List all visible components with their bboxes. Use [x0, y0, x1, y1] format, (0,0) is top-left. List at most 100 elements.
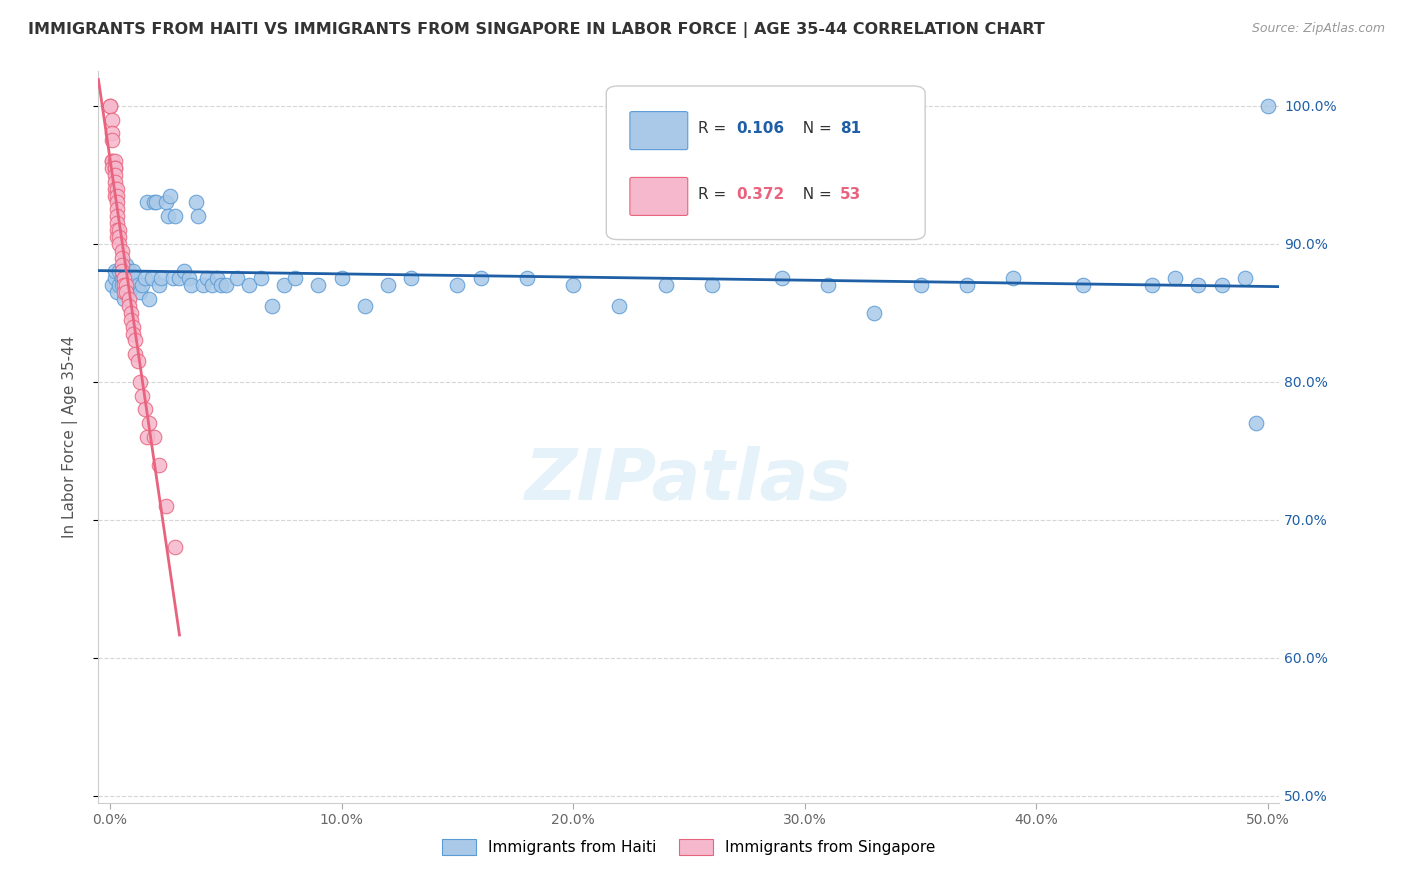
Point: [177, 271, 200, 285]
Point: [115, 285, 138, 300]
Point: [108, 264, 131, 278]
Point: [141, 271, 163, 285]
Point: [104, 188, 127, 202]
Point: [226, 271, 249, 285]
Point: [330, 271, 353, 285]
Point: [134, 271, 156, 285]
Point: [101, 154, 124, 169]
Point: [110, 244, 132, 258]
Point: [143, 195, 166, 210]
Point: [377, 278, 399, 293]
Point: [273, 278, 295, 293]
Point: [108, 236, 131, 251]
Point: [136, 430, 159, 444]
Text: N =: N =: [793, 121, 837, 136]
Point: [117, 292, 139, 306]
Point: [1246, 417, 1268, 431]
Text: R =: R =: [699, 186, 731, 202]
Point: [120, 271, 142, 285]
Point: [191, 278, 214, 293]
Point: [1002, 271, 1025, 285]
FancyBboxPatch shape: [630, 178, 688, 216]
Point: [110, 251, 132, 265]
Point: [516, 271, 538, 285]
Point: [1211, 278, 1233, 293]
Point: [104, 161, 127, 175]
Point: [562, 278, 585, 293]
Point: [120, 278, 142, 293]
Point: [117, 285, 139, 300]
Point: [101, 154, 124, 169]
Point: [108, 230, 131, 244]
Point: [353, 299, 375, 313]
Point: [122, 264, 145, 278]
Point: [143, 430, 166, 444]
Point: [180, 278, 202, 293]
Point: [104, 271, 127, 285]
Point: [205, 271, 228, 285]
Point: [105, 230, 128, 244]
Point: [163, 209, 186, 223]
Point: [145, 195, 167, 210]
Point: [138, 292, 160, 306]
Point: [98, 99, 121, 113]
Point: [307, 278, 329, 293]
Point: [105, 182, 128, 196]
Point: [138, 417, 160, 431]
Point: [470, 271, 492, 285]
Point: [122, 319, 145, 334]
Point: [1233, 271, 1256, 285]
Point: [209, 278, 232, 293]
Point: [105, 216, 128, 230]
Point: [129, 375, 152, 389]
Point: [187, 209, 209, 223]
Point: [115, 278, 138, 293]
Point: [262, 299, 284, 313]
Text: N =: N =: [793, 186, 837, 202]
Point: [112, 271, 135, 285]
Point: [817, 278, 839, 293]
Point: [159, 188, 181, 202]
Point: [149, 271, 172, 285]
Point: [98, 99, 121, 113]
Point: [105, 285, 128, 300]
Point: [105, 223, 128, 237]
Point: [655, 278, 678, 293]
Point: [173, 264, 195, 278]
Point: [112, 285, 135, 300]
Point: [169, 271, 191, 285]
Text: ZIPatlas: ZIPatlas: [526, 447, 852, 516]
Point: [112, 292, 135, 306]
Point: [131, 278, 153, 293]
Point: [104, 168, 127, 182]
Point: [155, 499, 177, 513]
Point: [105, 209, 128, 223]
Point: [101, 278, 124, 293]
Point: [184, 195, 207, 210]
Y-axis label: In Labor Force | Age 35-44: In Labor Force | Age 35-44: [62, 336, 77, 538]
Point: [1071, 278, 1094, 293]
Point: [1187, 278, 1209, 293]
Point: [105, 202, 128, 217]
Point: [104, 161, 127, 175]
Point: [120, 306, 142, 320]
Point: [148, 278, 170, 293]
Point: [110, 264, 132, 278]
Point: [115, 258, 138, 272]
Point: [117, 264, 139, 278]
Point: [105, 195, 128, 210]
Point: [609, 299, 631, 313]
Point: [129, 285, 152, 300]
Point: [131, 389, 153, 403]
Point: [124, 334, 146, 348]
Text: 0.106: 0.106: [737, 121, 785, 136]
Point: [195, 271, 218, 285]
FancyBboxPatch shape: [606, 86, 925, 240]
Point: [249, 271, 271, 285]
Point: [120, 312, 142, 326]
Point: [104, 175, 127, 189]
Point: [127, 354, 149, 368]
Point: [112, 278, 135, 293]
Point: [117, 299, 139, 313]
Point: [101, 161, 124, 175]
